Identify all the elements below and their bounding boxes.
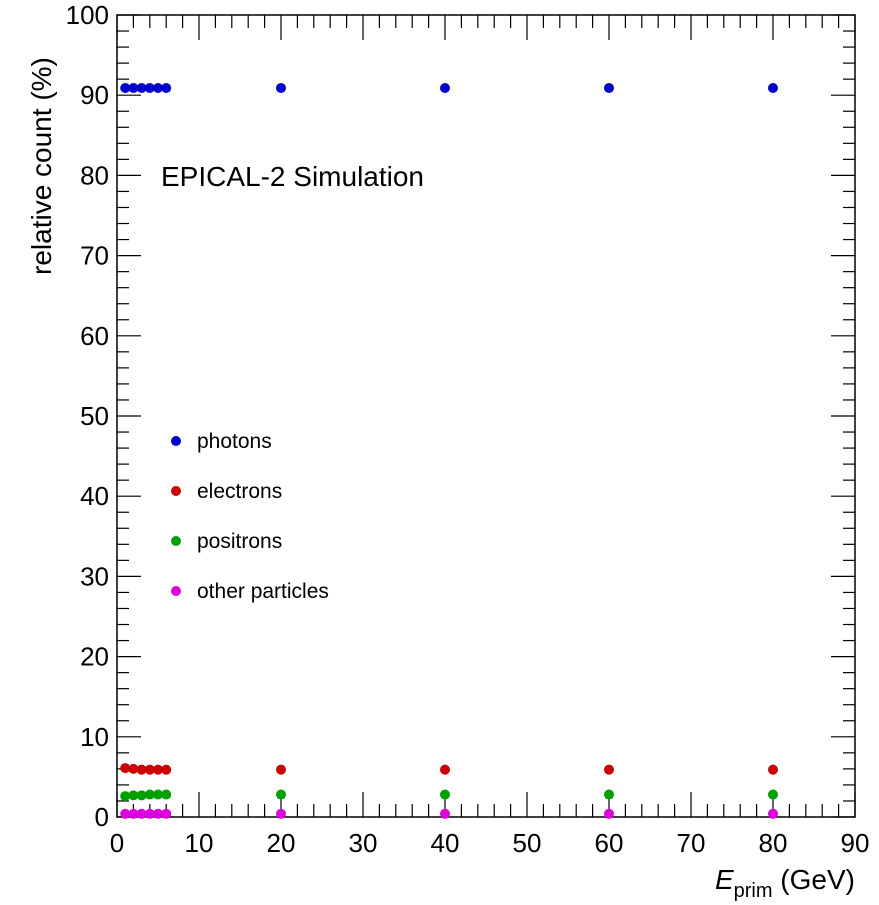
y-tick-label: 100 [66, 0, 109, 30]
legend-label: other particles [197, 580, 329, 603]
y-tick-label: 30 [80, 561, 109, 591]
data-point [276, 808, 286, 819]
x-axis-title: Eprim (GeV) [715, 864, 855, 902]
data-point [440, 82, 450, 93]
x-axis-title-sub: prim [734, 880, 773, 902]
data-point [128, 790, 139, 801]
data-point [276, 82, 286, 93]
data-point [768, 789, 778, 800]
y-tick-label: 60 [80, 321, 109, 351]
data-point [136, 808, 147, 819]
data-point [604, 808, 614, 819]
data-point [768, 764, 778, 775]
y-tick-label: 40 [80, 481, 109, 511]
data-point [161, 789, 172, 800]
data-point [144, 808, 155, 819]
y-tick-label: 10 [80, 722, 109, 752]
data-point [144, 764, 155, 775]
data-point [120, 791, 131, 802]
x-tick-label: 90 [841, 828, 870, 858]
data-point [120, 763, 131, 774]
data-point [604, 764, 614, 775]
legend-marker [171, 486, 181, 496]
y-tick-label: 90 [80, 80, 109, 110]
data-points [120, 82, 778, 819]
legend-label: photons [197, 430, 272, 453]
data-point [161, 808, 172, 819]
tick-labels: 0 10 20 30 40 50 60 70 80 90 0 10 20 30 40 50 60 70 80 90 10… [66, 0, 870, 858]
x-axis-title-unit: (GeV) [773, 864, 855, 895]
legend-marker [171, 536, 181, 546]
series-other-particles [120, 808, 778, 819]
data-point [276, 789, 286, 800]
legend-marker [171, 586, 181, 596]
axis-ticks [116, 14, 856, 818]
data-point [120, 808, 131, 819]
data-point [136, 764, 147, 775]
legend-label: electrons [197, 480, 282, 503]
data-point [153, 808, 163, 819]
data-point [604, 82, 614, 93]
x-tick-label: 60 [595, 828, 624, 858]
data-point [153, 764, 163, 775]
x-axis-title-main: E [715, 864, 734, 895]
x-tick-label: 20 [267, 828, 296, 858]
y-tick-label: 50 [80, 401, 109, 431]
y-tick-label: 70 [80, 241, 109, 271]
y-tick-label: 0 [95, 802, 109, 832]
y-axis-title: relative count (%) [26, 57, 57, 275]
legend: photons electrons positrons other particles [171, 430, 329, 603]
data-point [136, 82, 147, 93]
series-photons [120, 82, 778, 93]
series-electrons [120, 763, 778, 775]
y-tick-label: 80 [80, 160, 109, 190]
data-point [153, 789, 163, 800]
x-tick-label: 70 [677, 828, 706, 858]
data-point [440, 789, 450, 800]
x-tick-label: 0 [110, 828, 124, 858]
data-point [161, 764, 172, 775]
legend-label: positrons [197, 530, 282, 553]
series-positrons [120, 789, 778, 802]
x-tick-label: 50 [513, 828, 542, 858]
x-tick-label: 10 [185, 828, 214, 858]
data-point [768, 82, 778, 93]
data-point [161, 82, 172, 93]
data-point [128, 82, 139, 93]
data-point [144, 82, 155, 93]
data-point [440, 764, 450, 775]
annotation-text: EPICAL-2 Simulation [161, 161, 424, 192]
x-tick-label: 80 [759, 828, 788, 858]
data-point [604, 789, 614, 800]
data-point [128, 808, 139, 819]
data-point [136, 790, 147, 801]
legend-marker [171, 436, 181, 446]
data-point [768, 808, 778, 819]
data-point [276, 764, 286, 775]
data-point [128, 763, 139, 774]
x-tick-label: 40 [431, 828, 460, 858]
data-point [120, 82, 131, 93]
data-point [153, 82, 163, 93]
y-tick-label: 20 [80, 642, 109, 672]
x-tick-label: 30 [349, 828, 378, 858]
plot-frame [116, 14, 856, 818]
data-point [440, 808, 450, 819]
data-point [144, 789, 155, 800]
